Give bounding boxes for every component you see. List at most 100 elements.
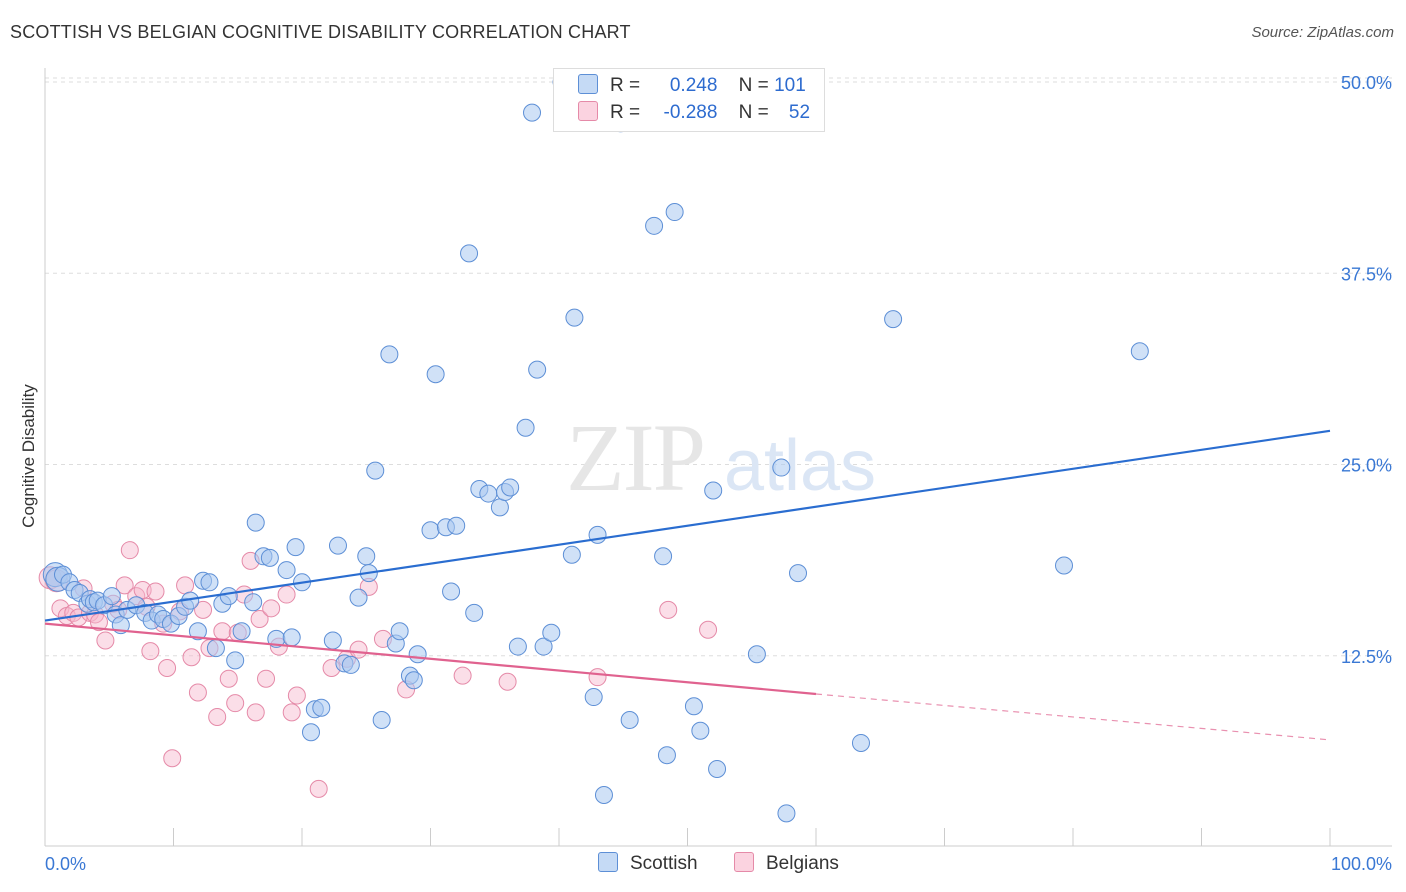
belgians-swatch bbox=[578, 101, 598, 121]
r-label: R = bbox=[610, 102, 641, 123]
y-tick-label: 12.5% bbox=[1341, 647, 1392, 667]
scottish-point bbox=[594, 785, 613, 804]
belgians-point bbox=[309, 779, 328, 798]
scottish-point bbox=[665, 203, 684, 222]
scottish-point bbox=[102, 587, 121, 606]
belgians-point bbox=[213, 622, 232, 641]
x-tick-label-max: 100.0% bbox=[1331, 854, 1392, 874]
scottish-point bbox=[884, 310, 903, 329]
scottish-point bbox=[357, 547, 376, 566]
n-label: N = bbox=[738, 102, 769, 123]
scottish-point bbox=[1130, 342, 1149, 361]
belgians-point bbox=[158, 658, 177, 677]
scottish-point bbox=[479, 484, 498, 503]
scottish-point bbox=[286, 538, 305, 557]
watermark: ZIP atlas bbox=[566, 404, 876, 511]
belgians-point bbox=[120, 541, 139, 560]
scottish-trend-line bbox=[44, 429, 1331, 622]
scottish-point bbox=[657, 746, 676, 765]
legend-item-scottish[interactable]: Scottish bbox=[598, 852, 698, 875]
scottish-series bbox=[42, 73, 1149, 823]
scottish-point bbox=[691, 721, 710, 740]
scottish-point bbox=[508, 637, 527, 656]
y-tick-label: 25.0% bbox=[1341, 456, 1392, 476]
belgians-point bbox=[277, 585, 296, 604]
belgians-point bbox=[287, 686, 306, 705]
trend-lines bbox=[44, 429, 1331, 741]
scottish-point bbox=[380, 345, 399, 364]
scottish-swatch bbox=[578, 74, 598, 94]
scottish-point bbox=[349, 588, 368, 607]
scottish-point bbox=[206, 639, 225, 658]
scottish-point bbox=[408, 645, 427, 664]
stats-legend: R = 0.248 N = 101 R = -0.288 N = 52 bbox=[553, 68, 825, 132]
scottish-point bbox=[301, 723, 320, 742]
scottish-point bbox=[328, 536, 347, 555]
scottish-point bbox=[426, 365, 445, 384]
r-value-belgians: -0.288 bbox=[663, 102, 718, 123]
r-label: R = bbox=[610, 75, 641, 96]
belgians-point bbox=[163, 749, 182, 768]
chart-title: SCOTTISH VS BELGIAN COGNITIVE DISABILITY… bbox=[10, 22, 631, 42]
belgians-legend-label: Belgians bbox=[766, 853, 839, 874]
legend-item-belgians[interactable]: Belgians bbox=[734, 852, 839, 875]
belgians-point bbox=[208, 707, 227, 726]
scottish-point bbox=[421, 521, 440, 540]
scottish-point bbox=[584, 688, 603, 707]
belgians-point bbox=[176, 576, 195, 595]
scottish-point bbox=[282, 628, 301, 647]
n-value-scottish: 101 bbox=[774, 75, 806, 96]
scottish-point bbox=[219, 587, 238, 606]
scottish-point bbox=[460, 244, 479, 263]
belgians-point bbox=[588, 668, 607, 687]
belgians-point bbox=[453, 666, 472, 685]
legend-row-scottish: R = 0.248 N = 101 bbox=[578, 74, 806, 100]
belgians-point bbox=[349, 640, 368, 659]
scottish-point bbox=[404, 671, 423, 690]
scottish-point bbox=[528, 360, 547, 379]
scottish-point bbox=[772, 458, 791, 477]
belgians-point bbox=[257, 669, 276, 688]
belgians-point bbox=[219, 669, 238, 688]
watermark-atlas: atlas bbox=[724, 426, 876, 506]
scottish-point bbox=[465, 603, 484, 622]
scottish-point bbox=[323, 631, 342, 650]
belgians-point bbox=[498, 672, 517, 691]
belgians-point bbox=[262, 599, 281, 618]
belgians-point bbox=[226, 694, 245, 713]
belgians-trend-line bbox=[44, 622, 817, 696]
scottish-point bbox=[851, 733, 870, 752]
scottish-point bbox=[542, 623, 561, 642]
belgians-point bbox=[146, 582, 165, 601]
scottish-point bbox=[516, 418, 535, 437]
belgians-point bbox=[141, 642, 160, 661]
r-value-scottish: 0.248 bbox=[669, 75, 718, 96]
scottish-point bbox=[523, 103, 542, 122]
belgians-point bbox=[188, 683, 207, 702]
scottish-point bbox=[565, 308, 584, 327]
scottish-point bbox=[260, 548, 279, 567]
scottish-point bbox=[708, 759, 727, 778]
scottish-point bbox=[620, 711, 639, 730]
scottish-point bbox=[534, 637, 553, 656]
scottish-point bbox=[200, 573, 219, 592]
belgians-point bbox=[250, 610, 269, 629]
scottish-point bbox=[442, 582, 461, 601]
belgians-point bbox=[699, 620, 718, 639]
scottish-point bbox=[501, 478, 520, 497]
belgians-point bbox=[194, 600, 213, 619]
scottish-point bbox=[654, 547, 673, 566]
belgians-series bbox=[38, 541, 718, 798]
scottish-point bbox=[645, 216, 664, 235]
scottish-legend-swatch bbox=[598, 852, 618, 872]
belgians-point bbox=[246, 703, 265, 722]
y-tick-label: 50.0% bbox=[1341, 73, 1392, 93]
scottish-point bbox=[188, 622, 207, 641]
n-value-belgians: 52 bbox=[788, 102, 811, 123]
scottish-point bbox=[277, 561, 296, 580]
scottish-point bbox=[684, 697, 703, 716]
scottish-point bbox=[312, 698, 331, 717]
watermark-zip: ZIP bbox=[566, 404, 704, 511]
belgians-point bbox=[133, 580, 152, 599]
